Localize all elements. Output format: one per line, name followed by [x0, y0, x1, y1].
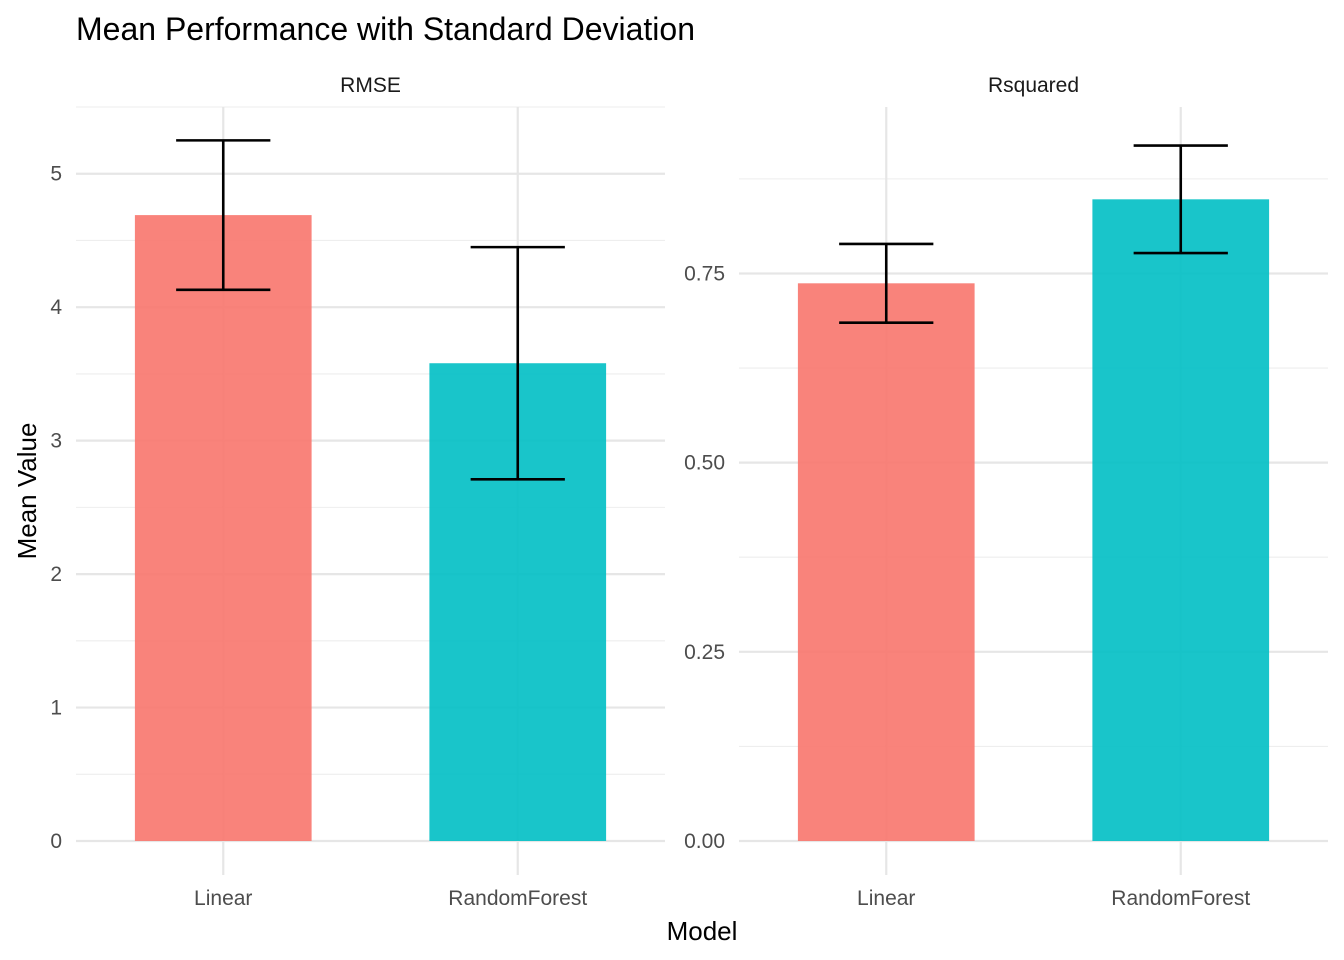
y-axis-title: Mean Value	[12, 423, 42, 560]
facet-panels: 0 1 2 3 4 5 RMSE Linear RandomForest 0.00 0.25 0.50…	[50, 74, 1328, 910]
bar-randomforest	[1092, 199, 1270, 842]
y-tick-label: 2	[50, 563, 62, 586]
facet-strip-label: RMSE	[340, 74, 401, 97]
y-tick-label: 0	[50, 830, 62, 853]
y-tick-label: 1	[50, 697, 62, 720]
y-tick-label: 3	[50, 430, 62, 453]
y-tick-label: 0.50	[684, 452, 725, 475]
bar-linear	[134, 215, 312, 842]
x-tick-label: Linear	[857, 887, 915, 910]
x-axis-title: Model	[667, 916, 738, 946]
x-tick-label: Linear	[194, 887, 252, 910]
facet-rmse: 0 1 2 3 4 5 RMSE Linear RandomForest	[50, 74, 665, 910]
y-tick-label: 5	[50, 163, 62, 186]
chart-title: Mean Performance with Standard Deviation	[76, 11, 695, 47]
x-tick-label: RandomForest	[1111, 887, 1250, 910]
x-tick-label: RandomForest	[448, 887, 587, 910]
facet-strip-label: Rsquared	[988, 74, 1079, 97]
y-tick-label: 0.75	[684, 262, 725, 285]
bar-linear	[797, 283, 975, 841]
y-tick-label: 0.25	[684, 641, 725, 664]
y-tick-label: 0.00	[684, 830, 725, 853]
facet-rsquared: 0.00 0.25 0.50 0.75 Rsquared Linear RandomFore…	[684, 74, 1328, 910]
y-tick-label: 4	[50, 296, 62, 319]
